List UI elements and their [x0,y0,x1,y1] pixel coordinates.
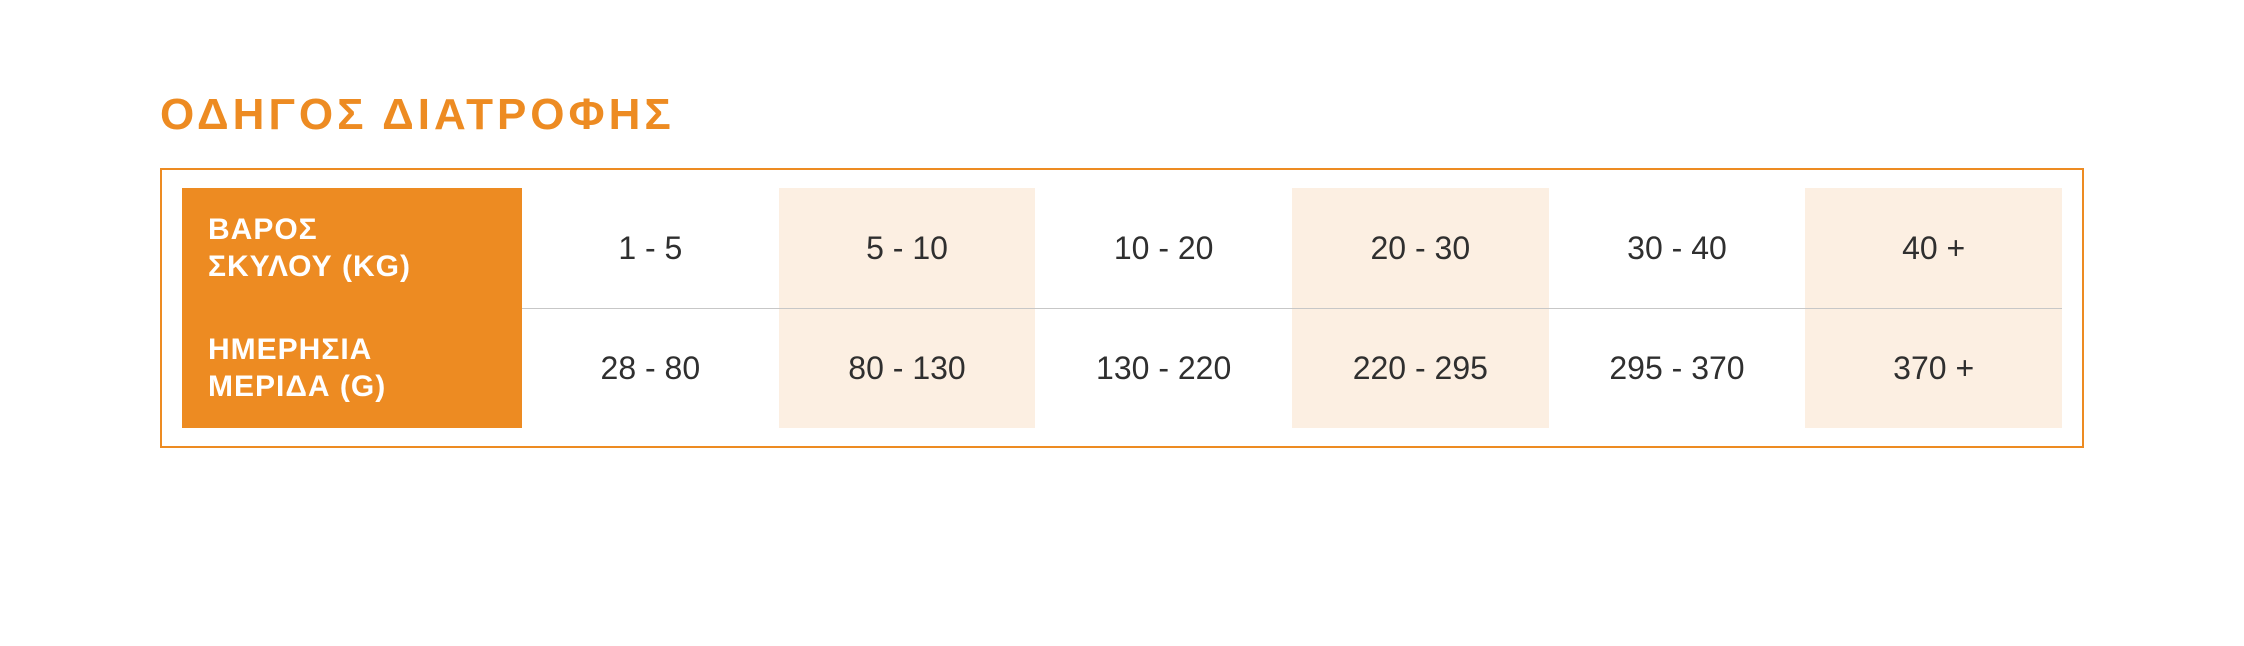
row-label-portion: ΗΜΕΡΗΣΙΑ ΜΕΡΙΔΑ (G) [182,308,522,428]
table-cell: 5 - 10 [779,188,1036,308]
table-grid: ΒΑΡΟΣ ΣΚΥΛΟΥ (KG) 1 - 5 5 - 10 10 - 20 2… [182,188,2062,428]
row-divider [522,308,2062,309]
table-cell: 80 - 130 [779,308,1036,428]
page: ΟΔΗΓΟΣ ΔΙΑΤΡΟΦΗΣ ΒΑΡΟΣ ΣΚΥΛΟΥ (KG) 1 - 5… [0,0,2244,646]
table-cell: 20 - 30 [1292,188,1549,308]
table-cell: 10 - 20 [1035,188,1292,308]
table-cell: 130 - 220 [1035,308,1292,428]
section-title: ΟΔΗΓΟΣ ΔΙΑΤΡΟΦΗΣ [160,90,2084,140]
row-label-weight: ΒΑΡΟΣ ΣΚΥΛΟΥ (KG) [182,188,522,308]
table-cell: 220 - 295 [1292,308,1549,428]
table-cell: 28 - 80 [522,308,779,428]
table-cell: 30 - 40 [1549,188,1806,308]
table-cell: 1 - 5 [522,188,779,308]
table-cell: 40 + [1805,188,2062,308]
table-cell: 295 - 370 [1549,308,1806,428]
table-cell: 370 + [1805,308,2062,428]
feeding-guide-table: ΒΑΡΟΣ ΣΚΥΛΟΥ (KG) 1 - 5 5 - 10 10 - 20 2… [160,168,2084,448]
